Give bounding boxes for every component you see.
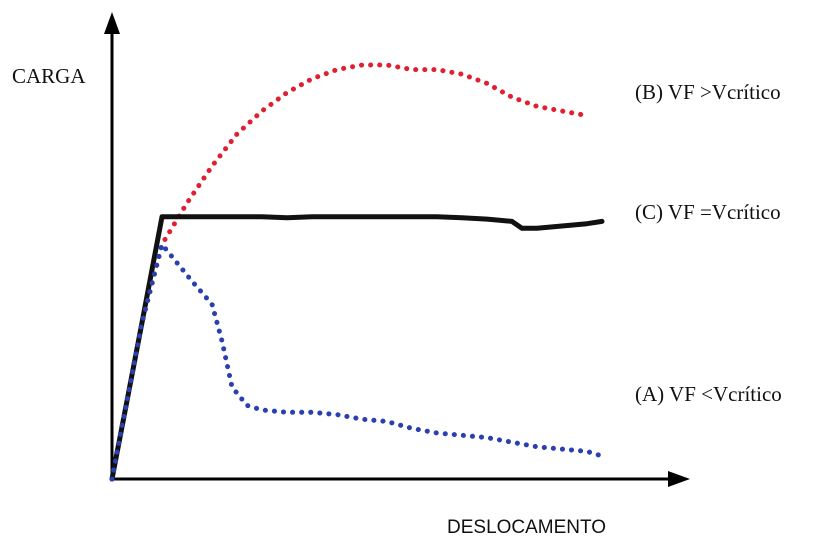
- x-axis-arrow-icon: [668, 471, 690, 487]
- y-axis-arrow-icon: [104, 12, 120, 34]
- series-b-label: (B) VF >Vcrítico: [635, 80, 781, 104]
- series-labels: (B) VF >Vcrítico (C) VF =Vcrítico (A) VF <…: [635, 80, 782, 406]
- x-axis-label: DESLOCAMENTO: [447, 517, 606, 538]
- series-a-label: (A) VF <Vcrítico: [635, 382, 782, 406]
- series-a-line: [109, 241, 605, 482]
- y-axis-label: CARGA: [12, 64, 86, 88]
- series-layer: [109, 62, 605, 482]
- series-c-line: [109, 214, 605, 482]
- series-b-line: [109, 62, 590, 482]
- series-c-label: (C) VF =Vcrítico: [635, 200, 781, 224]
